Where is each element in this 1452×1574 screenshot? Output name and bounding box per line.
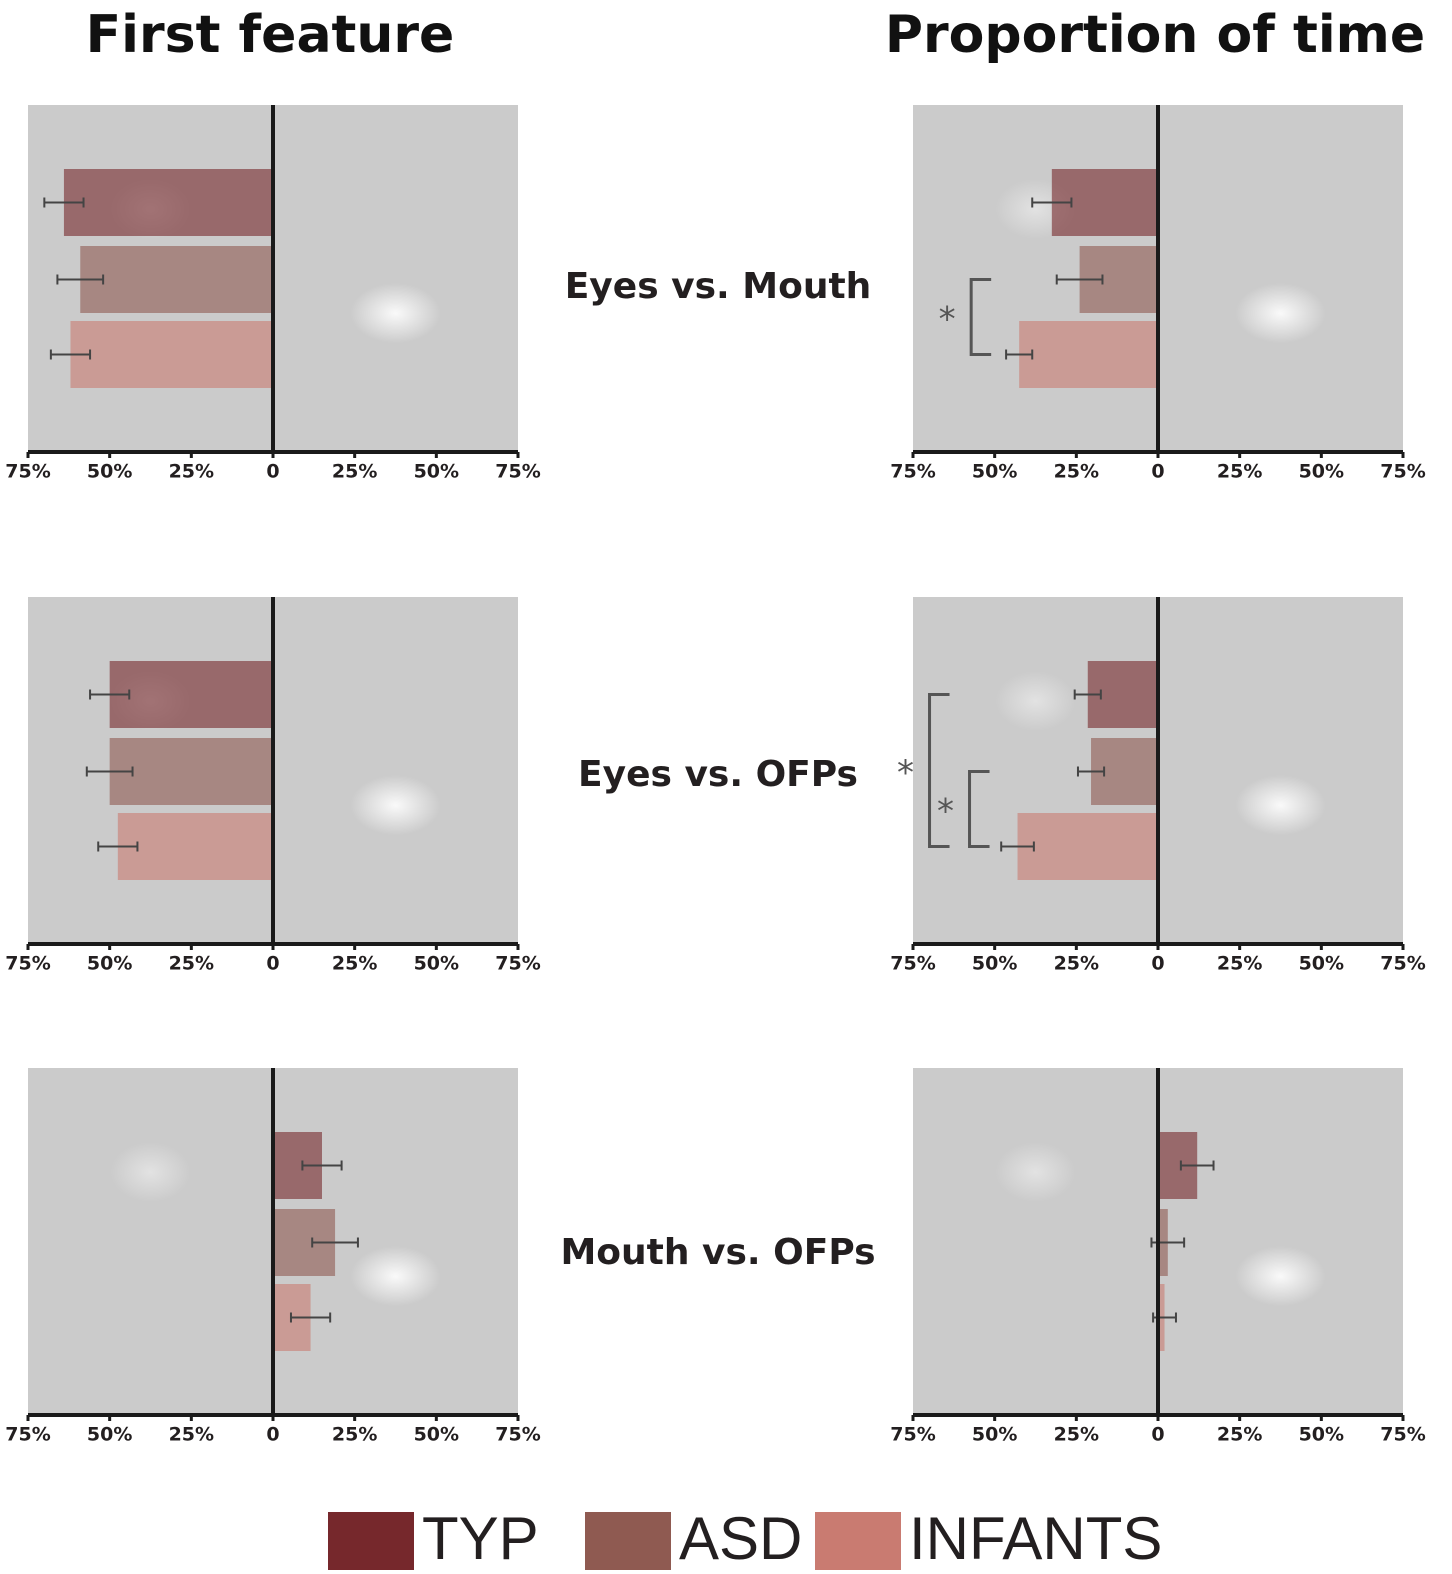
x-tick-label: 50% xyxy=(414,461,459,483)
legend-swatch xyxy=(328,1512,414,1570)
x-tick-label: 75% xyxy=(890,1424,935,1446)
x-tick-label: 75% xyxy=(890,953,935,975)
x-tick-label: 75% xyxy=(495,953,540,975)
x-tick-label: 0 xyxy=(1151,1424,1164,1446)
x-tick-label: 25% xyxy=(332,953,377,975)
x-tick-label: 75% xyxy=(5,953,50,975)
figure: First feature Proportion of time Eyes vs… xyxy=(0,0,1452,1570)
face-feature xyxy=(996,1142,1076,1202)
x-tick-label: 25% xyxy=(169,953,214,975)
x-tick-label: 50% xyxy=(1299,461,1344,483)
face-feature xyxy=(1236,775,1326,835)
significance-label: * xyxy=(939,300,956,340)
x-tick-label: 25% xyxy=(1054,461,1099,483)
face-feature xyxy=(996,671,1076,731)
x-tick-label: 50% xyxy=(1299,953,1344,975)
column-title: First feature xyxy=(86,5,455,65)
face-feature xyxy=(1236,283,1326,343)
row-label: Eyes vs. Mouth xyxy=(565,266,872,307)
x-tick-label: 75% xyxy=(495,1424,540,1446)
bar xyxy=(110,661,273,728)
face-feature xyxy=(351,775,441,835)
face-feature xyxy=(351,283,441,343)
x-tick-label: 0 xyxy=(266,461,279,483)
x-tick-label: 25% xyxy=(1217,953,1262,975)
legend-label: TYP xyxy=(422,1505,539,1570)
x-tick-label: 75% xyxy=(5,461,50,483)
x-tick-label: 25% xyxy=(169,461,214,483)
x-tick-label: 50% xyxy=(972,953,1017,975)
x-tick-label: 0 xyxy=(1151,461,1164,483)
x-tick-label: 50% xyxy=(87,461,132,483)
x-tick-label: 75% xyxy=(1380,461,1425,483)
x-tick-label: 75% xyxy=(5,1424,50,1446)
x-tick-label: 75% xyxy=(495,461,540,483)
row-label: Mouth vs. OFPs xyxy=(560,1232,875,1273)
x-tick-label: 25% xyxy=(169,1424,214,1446)
x-tick-label: 0 xyxy=(266,953,279,975)
x-tick-label: 75% xyxy=(1380,953,1425,975)
x-tick-label: 50% xyxy=(1299,1424,1344,1446)
bar xyxy=(80,246,273,313)
legend-swatch xyxy=(815,1512,901,1570)
row-label: Eyes vs. OFPs xyxy=(578,754,858,795)
x-tick-label: 25% xyxy=(332,1424,377,1446)
bar xyxy=(1018,813,1158,880)
x-tick-label: 50% xyxy=(972,461,1017,483)
x-tick-label: 0 xyxy=(266,1424,279,1446)
x-tick-label: 25% xyxy=(1217,1424,1262,1446)
x-tick-label: 50% xyxy=(87,953,132,975)
x-tick-label: 50% xyxy=(87,1424,132,1446)
bar xyxy=(64,169,273,236)
face-feature xyxy=(111,1142,191,1202)
x-tick-label: 75% xyxy=(1380,1424,1425,1446)
x-tick-label: 0 xyxy=(1151,953,1164,975)
significance-label: * xyxy=(897,753,914,793)
x-tick-label: 75% xyxy=(890,461,935,483)
face-feature xyxy=(351,1246,441,1306)
x-tick-label: 25% xyxy=(332,461,377,483)
x-tick-label: 50% xyxy=(414,1424,459,1446)
bar xyxy=(118,813,273,880)
bar xyxy=(70,321,273,388)
bar xyxy=(1019,321,1158,388)
x-tick-label: 50% xyxy=(972,1424,1017,1446)
legend-swatch xyxy=(585,1512,671,1570)
bar xyxy=(110,738,273,805)
x-tick-label: 50% xyxy=(414,953,459,975)
legend-label: ASD xyxy=(679,1505,802,1570)
x-tick-label: 25% xyxy=(1054,953,1099,975)
x-tick-label: 25% xyxy=(1054,1424,1099,1446)
legend-label: INFANTS xyxy=(909,1505,1162,1570)
column-title: Proportion of time xyxy=(885,5,1425,65)
face-feature xyxy=(1236,1246,1326,1306)
significance-label: * xyxy=(937,792,954,832)
x-tick-label: 25% xyxy=(1217,461,1262,483)
